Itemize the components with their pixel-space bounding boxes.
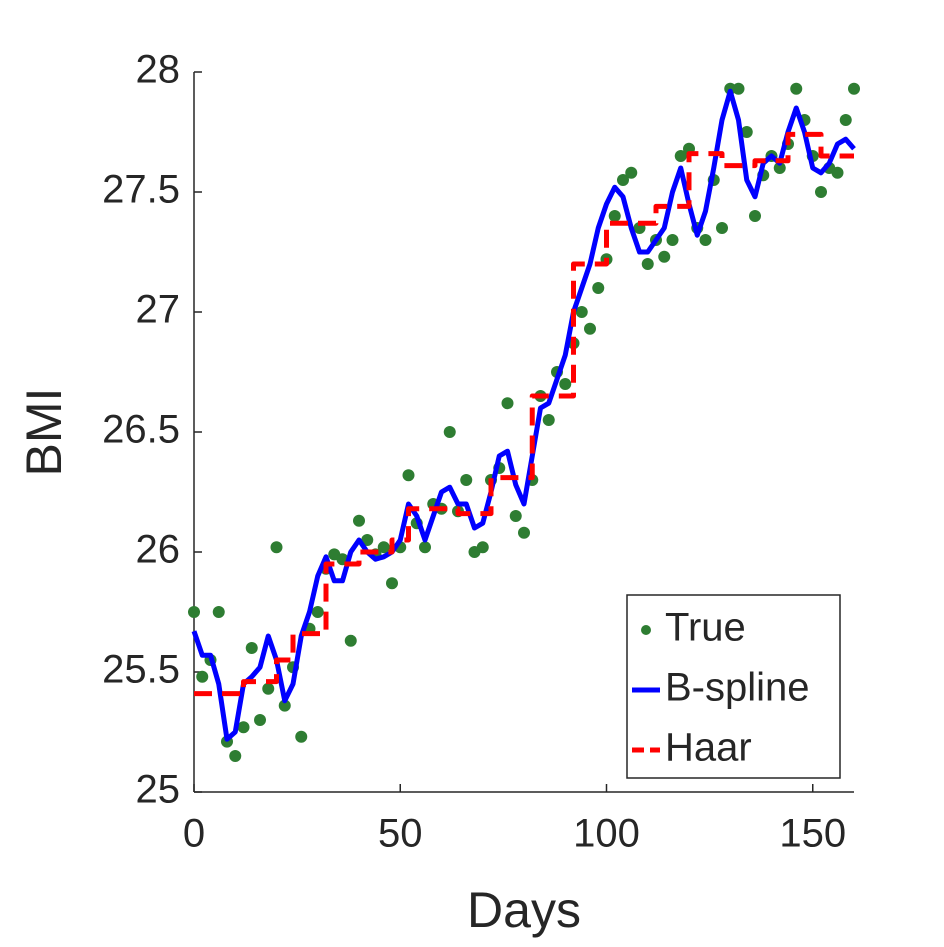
data-point: [402, 469, 415, 482]
data-point: [196, 670, 209, 683]
y-tick-label: 28: [136, 48, 181, 92]
y-tick-label: 25.5: [102, 648, 180, 692]
legend-label: B-spline: [665, 666, 810, 710]
data-point: [625, 166, 638, 179]
data-point: [584, 322, 596, 335]
y-tick-label: 26: [136, 528, 181, 572]
data-point: [641, 258, 654, 270]
data-point: [790, 82, 803, 95]
x-axis-label: Days: [467, 882, 581, 938]
data-point: [608, 210, 621, 222]
data-point: [419, 541, 431, 554]
x-tick-label: 50: [378, 812, 423, 856]
series-line: [191, 88, 856, 742]
data-point: [361, 534, 374, 546]
data-point: [344, 634, 357, 647]
data-point: [740, 126, 753, 138]
legend: True B-spline Haar: [626, 594, 841, 779]
data-point: [559, 378, 572, 390]
data-point: [188, 606, 200, 618]
data-point: [749, 210, 761, 222]
data-point: [542, 414, 555, 426]
y-tick-label: 27.5: [102, 168, 180, 212]
data-point: [270, 541, 283, 554]
legend-label: Haar: [665, 726, 752, 770]
data-point: [815, 186, 827, 198]
data-point: [575, 306, 588, 318]
y-tick-label: 27: [136, 288, 181, 332]
y-axis-label: BMI: [16, 388, 72, 477]
data-point: [773, 162, 786, 174]
data-point: [254, 714, 266, 726]
data-point: [658, 250, 671, 263]
data-point: [229, 750, 242, 762]
x-tick-label: 100: [573, 812, 640, 856]
data-point: [732, 82, 745, 95]
series-line: [194, 131, 854, 697]
data-point: [237, 721, 250, 734]
legend-box: [626, 594, 841, 779]
data-point: [262, 682, 275, 695]
data-point: [377, 541, 390, 554]
y-tick-label: 26.5: [102, 408, 180, 452]
data-point: [666, 234, 679, 246]
data-point: [617, 174, 629, 186]
data-point: [295, 730, 308, 743]
data-point: [839, 114, 852, 126]
data-point: [509, 510, 522, 522]
y-tick-label: 25: [136, 768, 181, 812]
data-point: [501, 397, 514, 410]
data-point: [386, 577, 398, 590]
data-point: [443, 426, 456, 438]
data-point: [518, 526, 530, 539]
legend-label: True: [665, 606, 746, 650]
data-point: [831, 166, 844, 179]
data-point: [245, 642, 258, 654]
data-point: [674, 150, 687, 162]
data-point: [460, 474, 473, 486]
data-point: [212, 606, 225, 618]
data-point: [353, 514, 365, 527]
x-tick-label: 0: [183, 812, 205, 856]
x-tick-label: 150: [779, 812, 846, 856]
legend-symbol: [641, 625, 651, 635]
data-point: [592, 282, 605, 294]
data-point: [848, 82, 860, 95]
data-point: [311, 606, 324, 618]
data-point: [699, 234, 712, 246]
data-point: [278, 699, 291, 712]
data-point: [716, 222, 728, 234]
data-point: [476, 541, 489, 554]
